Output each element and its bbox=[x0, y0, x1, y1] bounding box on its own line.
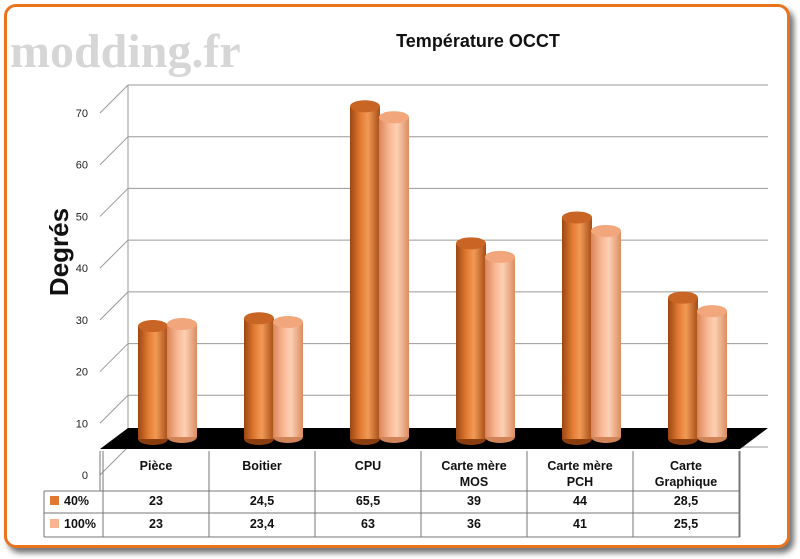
y-axis-label: Degrés bbox=[44, 208, 74, 296]
data-cell: 44 bbox=[573, 494, 587, 508]
bar-series1-4 bbox=[562, 211, 592, 445]
y-axis-ticks: 0 10 20 30 40 50 60 70 bbox=[76, 108, 88, 482]
y-tick-label: 70 bbox=[76, 108, 88, 120]
gridline-diag bbox=[99, 136, 129, 166]
bar-series2-5 bbox=[697, 305, 727, 443]
gridline-diag bbox=[99, 291, 129, 321]
category-label: Carte mère bbox=[547, 459, 612, 473]
gridlines bbox=[99, 84, 768, 476]
category-label: Graphique bbox=[655, 475, 718, 489]
data-table: Pièce Boitier CPU Carte mère MOS Carte mère PC… bbox=[43, 451, 741, 538]
bar-series2-2 bbox=[379, 111, 409, 443]
category-label: Carte mère bbox=[441, 459, 506, 473]
gridline-diag bbox=[99, 188, 129, 217]
y-tick-label: 60 bbox=[76, 160, 88, 172]
chart-floor bbox=[100, 428, 768, 449]
y-tick-label: 30 bbox=[76, 315, 88, 327]
y-tick-label: 50 bbox=[76, 211, 88, 223]
data-cell: 23 bbox=[149, 494, 163, 508]
category-label: MOS bbox=[460, 475, 488, 489]
gridline-diag bbox=[99, 343, 129, 372]
bar-series2-0 bbox=[167, 318, 197, 443]
watermark-logo: modding.fr bbox=[10, 25, 241, 78]
bar-series1-1 bbox=[244, 312, 274, 445]
bar-series2-1 bbox=[273, 315, 303, 443]
gridline-diag bbox=[99, 239, 129, 269]
category-label: Carte bbox=[670, 459, 702, 473]
data-cell: 65,5 bbox=[356, 494, 380, 508]
gridline-diag bbox=[99, 394, 129, 424]
legend-label: 40% bbox=[64, 494, 89, 508]
bars bbox=[138, 100, 727, 445]
category-label: PCH bbox=[567, 475, 593, 489]
data-cell: 63 bbox=[361, 517, 375, 531]
data-cell: 25,5 bbox=[674, 517, 698, 531]
y-tick-label: 40 bbox=[76, 263, 88, 275]
bar-series1-2 bbox=[350, 100, 380, 445]
data-cell: 23,4 bbox=[250, 517, 274, 531]
data-cell: 28,5 bbox=[674, 494, 698, 508]
bar-series1-5 bbox=[668, 291, 698, 445]
data-cell: 24,5 bbox=[250, 494, 274, 508]
category-label: Boitier bbox=[242, 459, 282, 473]
legend-swatch bbox=[50, 496, 59, 505]
legend-swatch bbox=[50, 519, 59, 528]
y-tick-label: 20 bbox=[76, 367, 88, 379]
category-label: Pièce bbox=[140, 459, 173, 473]
data-cell: 23 bbox=[149, 517, 163, 531]
data-cell: 39 bbox=[467, 494, 481, 508]
category-label: CPU bbox=[355, 459, 381, 473]
data-cell: 36 bbox=[467, 517, 481, 531]
gridline-diag bbox=[99, 84, 129, 114]
y-tick-label: 10 bbox=[76, 418, 88, 430]
y-tick-label: 0 bbox=[82, 470, 88, 482]
bar-series1-0 bbox=[138, 320, 168, 445]
chart-title: Température OCCT bbox=[396, 31, 560, 51]
bar-series2-3 bbox=[485, 250, 515, 443]
data-cell: 41 bbox=[573, 517, 587, 531]
bar-series1-3 bbox=[456, 237, 486, 445]
bar-series2-4 bbox=[591, 224, 621, 443]
gridline-diag bbox=[99, 446, 129, 476]
legend-label: 100% bbox=[64, 517, 96, 531]
